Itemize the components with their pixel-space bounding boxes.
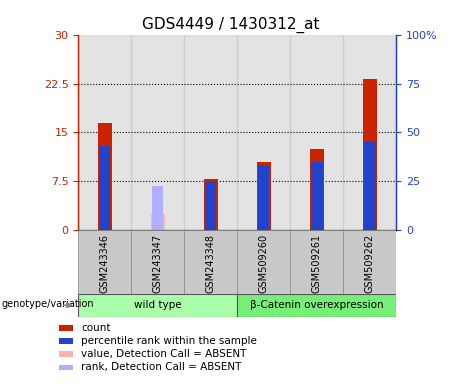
Bar [131,35,184,230]
Bar [59,338,73,344]
Text: GSM509261: GSM509261 [312,233,322,293]
Text: wild type: wild type [134,300,182,310]
Bar [204,179,218,230]
FancyBboxPatch shape [290,230,343,294]
Bar [78,35,131,230]
Text: value, Detection Call = ABSENT: value, Detection Call = ABSENT [82,349,247,359]
Bar [59,325,73,331]
Bar [151,214,165,230]
Bar [237,35,290,230]
Bar [257,162,271,230]
Bar [258,165,270,230]
Bar [311,162,323,230]
Text: GSM509260: GSM509260 [259,233,269,293]
Bar [184,35,237,230]
Text: GSM243347: GSM243347 [153,233,163,293]
Text: count: count [82,323,111,333]
Bar [59,364,73,370]
Text: percentile rank within the sample: percentile rank within the sample [82,336,257,346]
Bar [152,186,164,230]
Bar [343,35,396,230]
Bar [290,35,343,230]
Bar [363,79,377,230]
FancyBboxPatch shape [343,230,396,294]
Bar [364,142,376,230]
Bar [205,182,217,230]
FancyBboxPatch shape [78,294,237,317]
Bar [310,149,324,230]
Text: β-Catenin overexpression: β-Catenin overexpression [250,300,384,310]
FancyBboxPatch shape [184,230,237,294]
FancyBboxPatch shape [131,230,184,294]
FancyBboxPatch shape [78,230,131,294]
Text: GDS4449 / 1430312_at: GDS4449 / 1430312_at [142,17,319,33]
Bar [99,146,111,230]
Bar [98,123,112,230]
Text: rank, Detection Call = ABSENT: rank, Detection Call = ABSENT [82,362,242,372]
Bar [59,351,73,357]
Text: GSM243348: GSM243348 [206,233,216,293]
FancyBboxPatch shape [237,294,396,317]
Text: GSM243346: GSM243346 [100,233,110,293]
Text: GSM509262: GSM509262 [365,233,375,293]
FancyBboxPatch shape [237,230,290,294]
Text: genotype/variation: genotype/variation [1,299,94,309]
